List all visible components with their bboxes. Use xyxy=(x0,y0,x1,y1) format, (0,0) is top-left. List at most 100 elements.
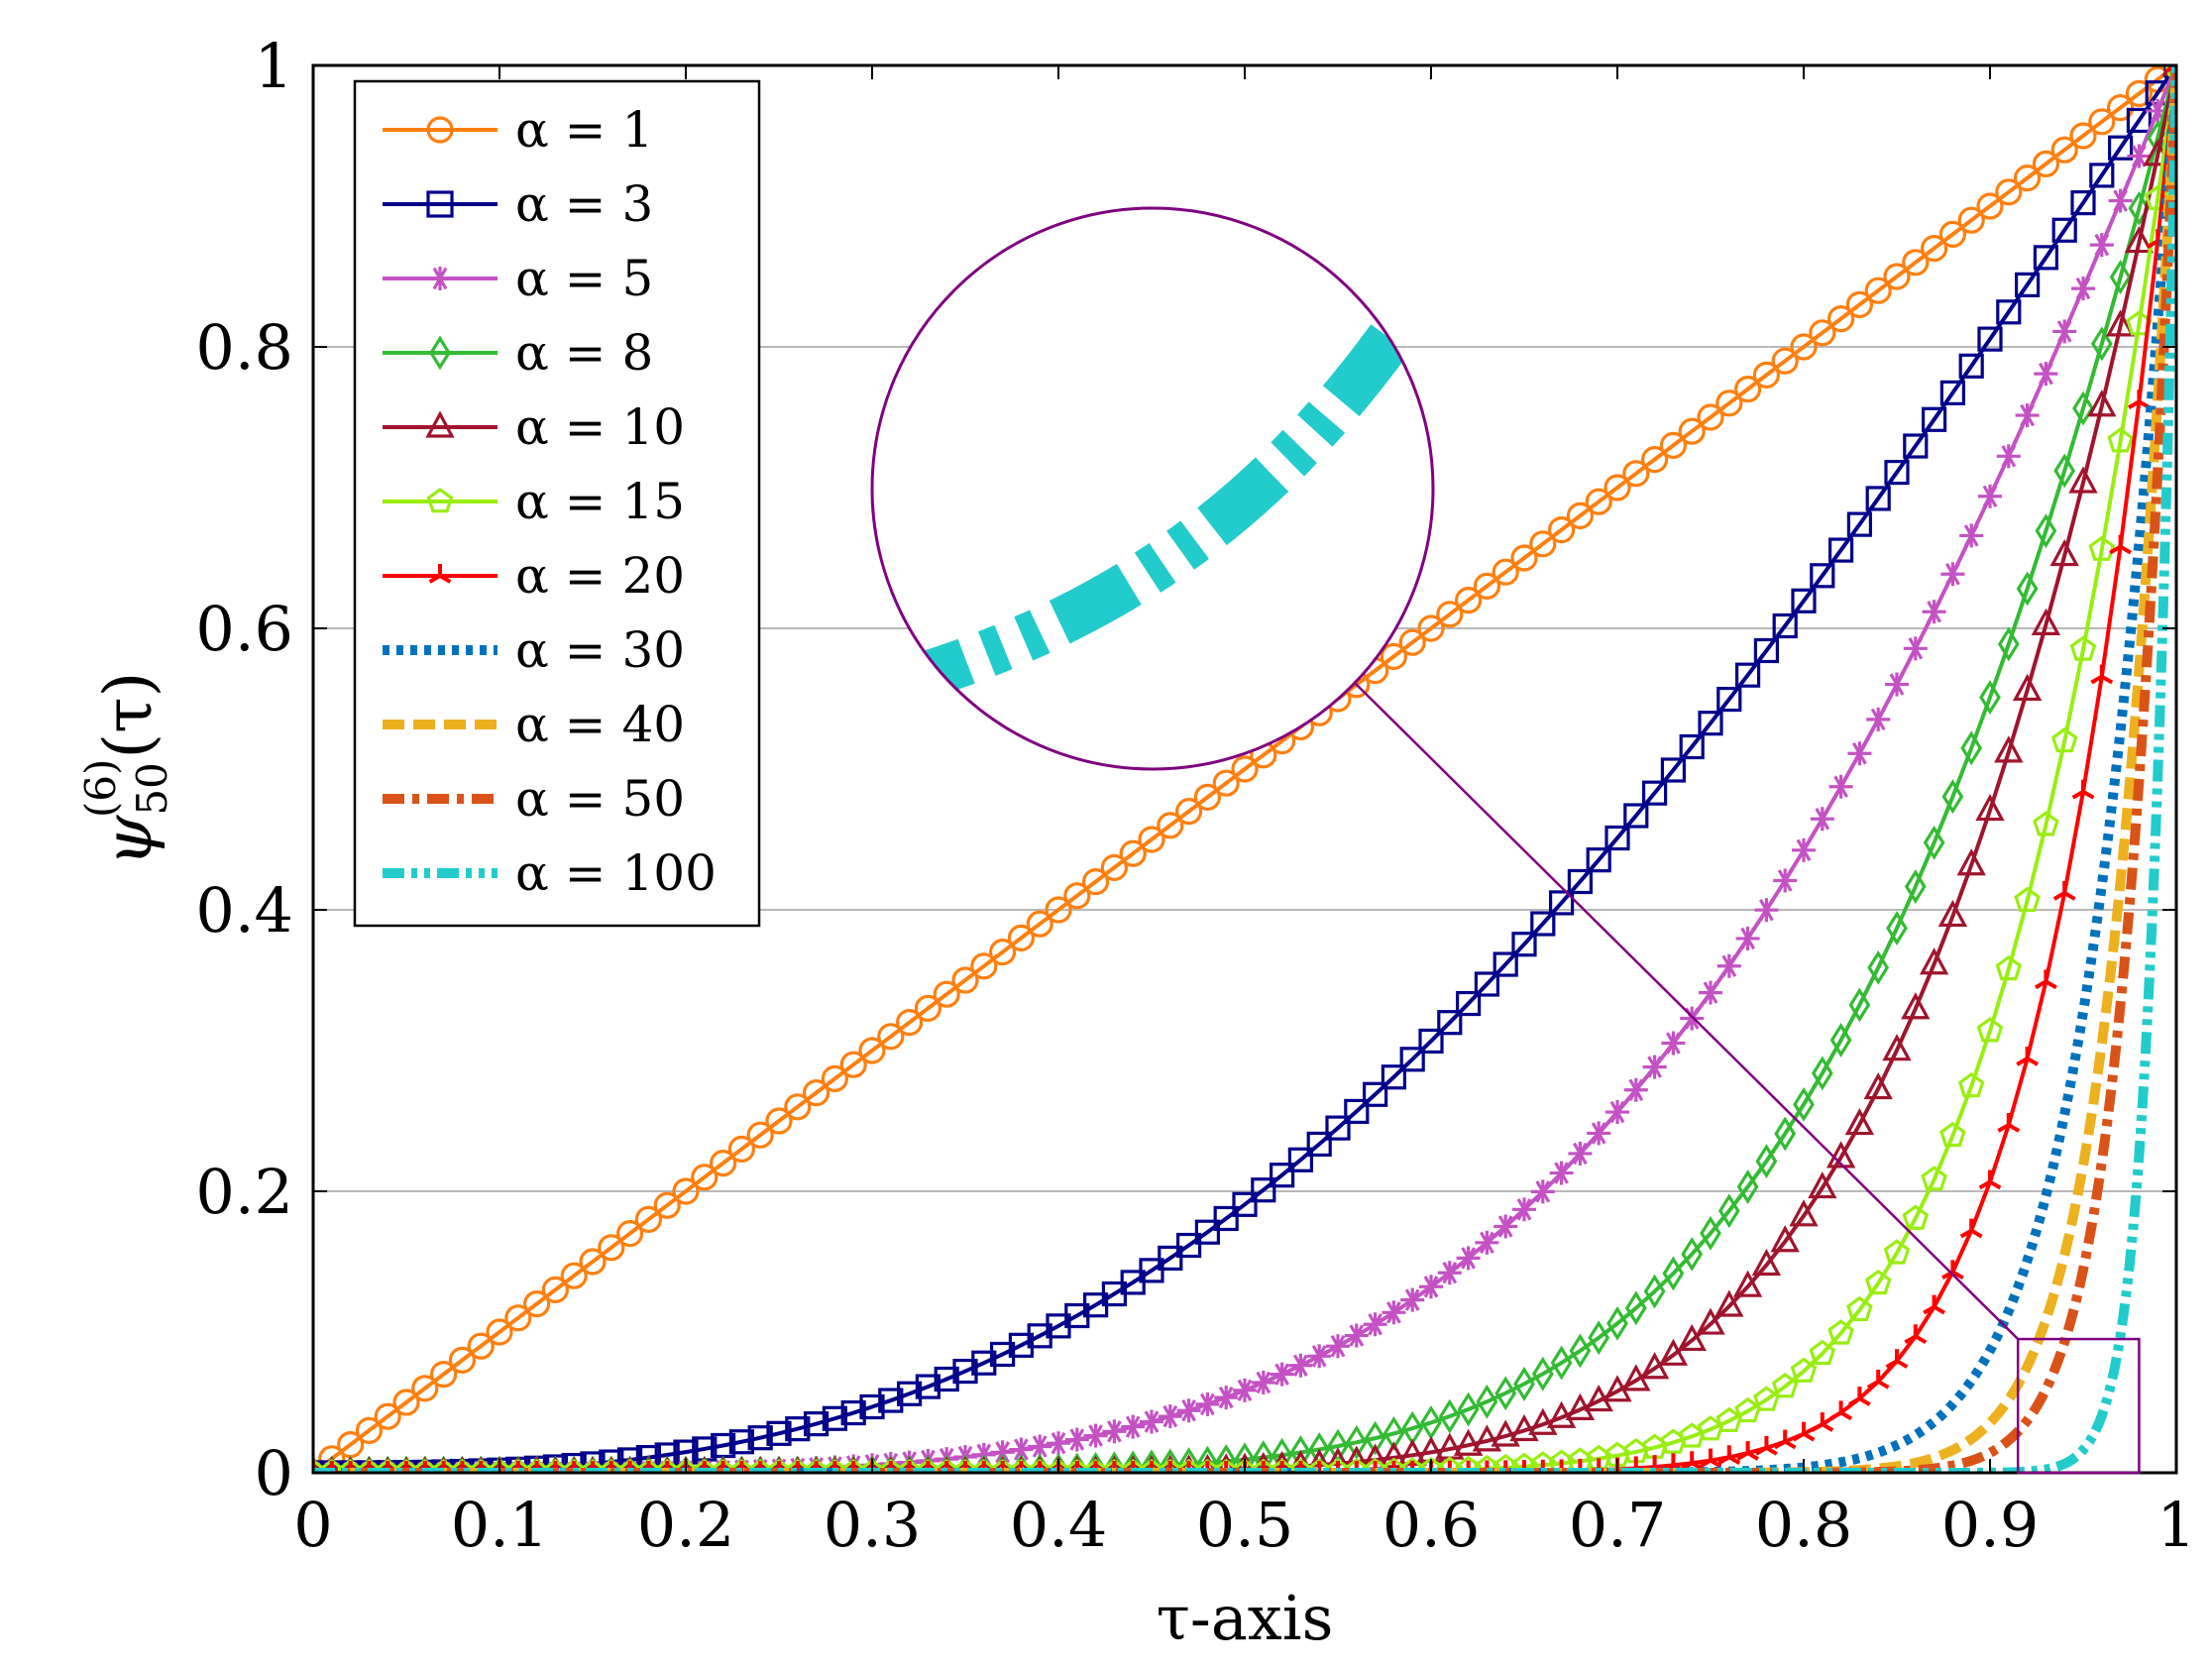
data-point xyxy=(1923,1294,1945,1315)
y-tick-label: 0.6 xyxy=(195,593,293,665)
data-point xyxy=(933,980,960,1008)
data-point xyxy=(1064,1427,1089,1452)
x-tick-label: 0.2 xyxy=(637,1489,735,1561)
data-point xyxy=(1456,1246,1481,1271)
data-point xyxy=(426,190,454,218)
data-point xyxy=(1494,1376,1517,1411)
data-point xyxy=(560,1262,588,1289)
data-point xyxy=(355,1416,383,1445)
legend-label: α = 1 xyxy=(515,101,653,159)
data-point xyxy=(1509,1413,1539,1442)
data-point xyxy=(1995,954,2023,981)
data-point xyxy=(2108,188,2133,213)
data-point xyxy=(1399,1047,1425,1072)
data-point xyxy=(1102,1419,1127,1444)
data-point xyxy=(1364,1420,1386,1456)
data-point xyxy=(426,488,454,513)
data-point xyxy=(1699,980,1722,1005)
data-point xyxy=(1885,1349,1909,1369)
data-point xyxy=(1363,1312,1387,1337)
data-point xyxy=(1828,774,1853,799)
data-point xyxy=(1269,1163,1295,1188)
data-point xyxy=(1213,1205,1239,1232)
y-label-sup: (6) xyxy=(76,759,125,819)
data-point xyxy=(1864,1269,1892,1295)
legend-item: α = 5 xyxy=(383,250,653,307)
data-point xyxy=(1588,1320,1610,1356)
data-point xyxy=(988,938,1017,966)
data-point xyxy=(1920,235,1948,263)
data-point xyxy=(2088,108,2116,136)
data-point xyxy=(970,952,998,980)
data-point xyxy=(1175,1232,1202,1259)
y-label-sub: 50 xyxy=(128,762,176,815)
data-point xyxy=(1846,1295,1873,1322)
data-point xyxy=(1977,326,2003,352)
data-point xyxy=(1194,1219,1221,1245)
data-point xyxy=(1774,1116,1797,1152)
legend-item: α = 3 xyxy=(383,175,653,233)
data-point xyxy=(1232,1191,1258,1217)
data-point xyxy=(1640,446,1669,474)
legend-item: α = 100 xyxy=(383,844,717,902)
data-point xyxy=(1679,733,1705,760)
data-point xyxy=(1939,380,1966,405)
y-label-psi: ψ xyxy=(90,814,166,866)
data-point xyxy=(1548,890,1575,916)
data-point xyxy=(1903,433,1929,459)
data-point xyxy=(2016,1047,2039,1066)
zoom-inset xyxy=(870,206,1435,771)
data-point xyxy=(1047,1431,1070,1456)
data-point xyxy=(1959,1218,1983,1239)
data-point xyxy=(653,1191,681,1219)
legend-label: α = 50 xyxy=(515,770,685,828)
data-point xyxy=(1715,389,1743,417)
data-point xyxy=(1529,530,1557,558)
data-point xyxy=(1453,1428,1484,1456)
data-point xyxy=(1829,1023,1852,1057)
data-point xyxy=(425,410,455,438)
data-point xyxy=(1234,1442,1256,1473)
data-point xyxy=(1174,797,1203,826)
data-point xyxy=(1122,1450,1145,1473)
data-point xyxy=(580,1451,606,1473)
data-point xyxy=(1865,486,1891,511)
data-point xyxy=(1755,1435,1778,1456)
data-point xyxy=(1045,896,1072,924)
data-point xyxy=(1270,1362,1294,1387)
data-point xyxy=(392,1389,420,1416)
data-point xyxy=(1177,1447,1200,1473)
data-point xyxy=(1418,1028,1444,1055)
data-point xyxy=(1957,206,1985,234)
data-point xyxy=(1919,947,1949,975)
data-point xyxy=(1844,1108,1875,1136)
data-point xyxy=(2072,390,2094,426)
data-point xyxy=(1960,730,1983,766)
data-point xyxy=(859,1393,885,1420)
data-point xyxy=(1009,1437,1034,1462)
data-point xyxy=(2107,427,2134,453)
data-point xyxy=(2069,635,2097,661)
data-point xyxy=(1773,1429,1797,1450)
data-point xyxy=(1193,783,1222,812)
data-point xyxy=(1956,848,1986,876)
data-point xyxy=(821,1064,849,1093)
data-point xyxy=(1810,563,1835,589)
data-point xyxy=(1567,868,1594,895)
data-point xyxy=(1419,1275,1443,1299)
data-point xyxy=(1866,707,1891,731)
data-point xyxy=(1158,1245,1183,1272)
data-point xyxy=(1547,515,1576,544)
data-point xyxy=(1457,1391,1480,1427)
data-point xyxy=(1940,562,1965,587)
data-point xyxy=(1288,1353,1313,1378)
data-point xyxy=(2053,453,2076,489)
data-point xyxy=(1530,1179,1555,1204)
data-point xyxy=(1437,1261,1462,1285)
data-point xyxy=(2089,163,2115,188)
data-point xyxy=(1196,1445,1219,1473)
data-point xyxy=(1885,672,1909,697)
data-point xyxy=(896,1381,923,1406)
data-point xyxy=(448,1346,476,1375)
